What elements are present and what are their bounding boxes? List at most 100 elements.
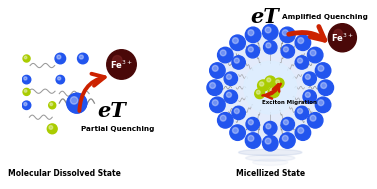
Circle shape <box>70 97 78 104</box>
Circle shape <box>259 82 264 86</box>
Circle shape <box>308 113 323 128</box>
Circle shape <box>230 35 245 50</box>
Circle shape <box>298 38 304 43</box>
Circle shape <box>276 80 279 84</box>
Text: Fe$^{3+}$: Fe$^{3+}$ <box>110 58 133 71</box>
Circle shape <box>212 65 218 71</box>
Circle shape <box>233 38 238 43</box>
Circle shape <box>303 72 316 85</box>
Circle shape <box>248 47 253 52</box>
Circle shape <box>282 30 288 36</box>
Circle shape <box>297 108 302 114</box>
Ellipse shape <box>253 159 288 165</box>
Circle shape <box>210 83 216 88</box>
Text: Micellized State: Micellized State <box>236 169 305 178</box>
Text: Molecular Dissolved State: Molecular Dissolved State <box>8 169 121 178</box>
Circle shape <box>318 65 324 71</box>
Text: eT: eT <box>251 7 279 27</box>
Circle shape <box>246 45 259 58</box>
Circle shape <box>107 50 136 79</box>
Circle shape <box>234 108 239 114</box>
Circle shape <box>227 92 231 97</box>
Circle shape <box>265 138 271 144</box>
Circle shape <box>22 101 31 109</box>
Circle shape <box>234 58 239 63</box>
Circle shape <box>220 115 226 121</box>
Circle shape <box>315 63 331 78</box>
Circle shape <box>305 92 310 97</box>
Circle shape <box>49 102 56 109</box>
Circle shape <box>281 45 294 58</box>
Circle shape <box>281 117 294 131</box>
Circle shape <box>67 93 87 113</box>
Circle shape <box>284 47 288 52</box>
Circle shape <box>23 55 30 62</box>
Circle shape <box>265 27 271 33</box>
Circle shape <box>113 56 122 65</box>
Circle shape <box>262 24 278 40</box>
Circle shape <box>318 80 334 95</box>
Circle shape <box>305 74 310 79</box>
Circle shape <box>55 53 66 64</box>
Circle shape <box>230 125 245 140</box>
Circle shape <box>24 56 27 59</box>
Text: Fe$^{3+}$: Fe$^{3+}$ <box>331 32 354 44</box>
Circle shape <box>210 97 225 113</box>
Circle shape <box>256 90 260 94</box>
Circle shape <box>321 83 326 88</box>
Circle shape <box>220 50 226 56</box>
Circle shape <box>264 41 277 54</box>
Circle shape <box>207 80 222 95</box>
Circle shape <box>265 76 276 87</box>
Circle shape <box>310 115 316 121</box>
Circle shape <box>58 77 61 80</box>
Circle shape <box>232 106 245 120</box>
Circle shape <box>255 89 265 99</box>
Circle shape <box>282 136 288 141</box>
Circle shape <box>315 97 331 113</box>
Circle shape <box>78 53 88 64</box>
Circle shape <box>264 122 277 135</box>
Ellipse shape <box>239 149 302 156</box>
Ellipse shape <box>246 155 295 161</box>
Circle shape <box>310 50 316 56</box>
Circle shape <box>224 72 238 85</box>
Circle shape <box>334 29 342 38</box>
Circle shape <box>284 120 288 125</box>
Circle shape <box>232 56 245 69</box>
Circle shape <box>298 128 304 133</box>
Circle shape <box>262 136 278 151</box>
Circle shape <box>49 125 53 129</box>
Circle shape <box>245 133 261 148</box>
Circle shape <box>24 77 27 80</box>
Circle shape <box>248 120 253 125</box>
Circle shape <box>218 47 233 63</box>
Circle shape <box>297 58 302 63</box>
Circle shape <box>257 80 269 91</box>
Circle shape <box>295 35 311 50</box>
Circle shape <box>244 61 297 114</box>
Circle shape <box>24 90 27 92</box>
Circle shape <box>248 30 254 36</box>
Circle shape <box>47 124 57 134</box>
Circle shape <box>308 47 323 63</box>
Circle shape <box>270 88 274 92</box>
Text: Partial Quenching: Partial Quenching <box>81 126 155 132</box>
Circle shape <box>245 27 261 43</box>
Circle shape <box>303 90 316 103</box>
Circle shape <box>67 93 87 113</box>
Circle shape <box>266 43 271 48</box>
Circle shape <box>210 63 225 78</box>
Circle shape <box>70 97 78 104</box>
Circle shape <box>23 88 30 95</box>
Circle shape <box>267 78 271 82</box>
Circle shape <box>212 100 218 106</box>
Circle shape <box>295 106 308 120</box>
Circle shape <box>218 113 233 128</box>
Circle shape <box>22 75 31 84</box>
Circle shape <box>318 100 324 106</box>
Circle shape <box>295 125 311 140</box>
Circle shape <box>246 117 259 131</box>
Circle shape <box>50 103 52 106</box>
Circle shape <box>280 27 295 43</box>
